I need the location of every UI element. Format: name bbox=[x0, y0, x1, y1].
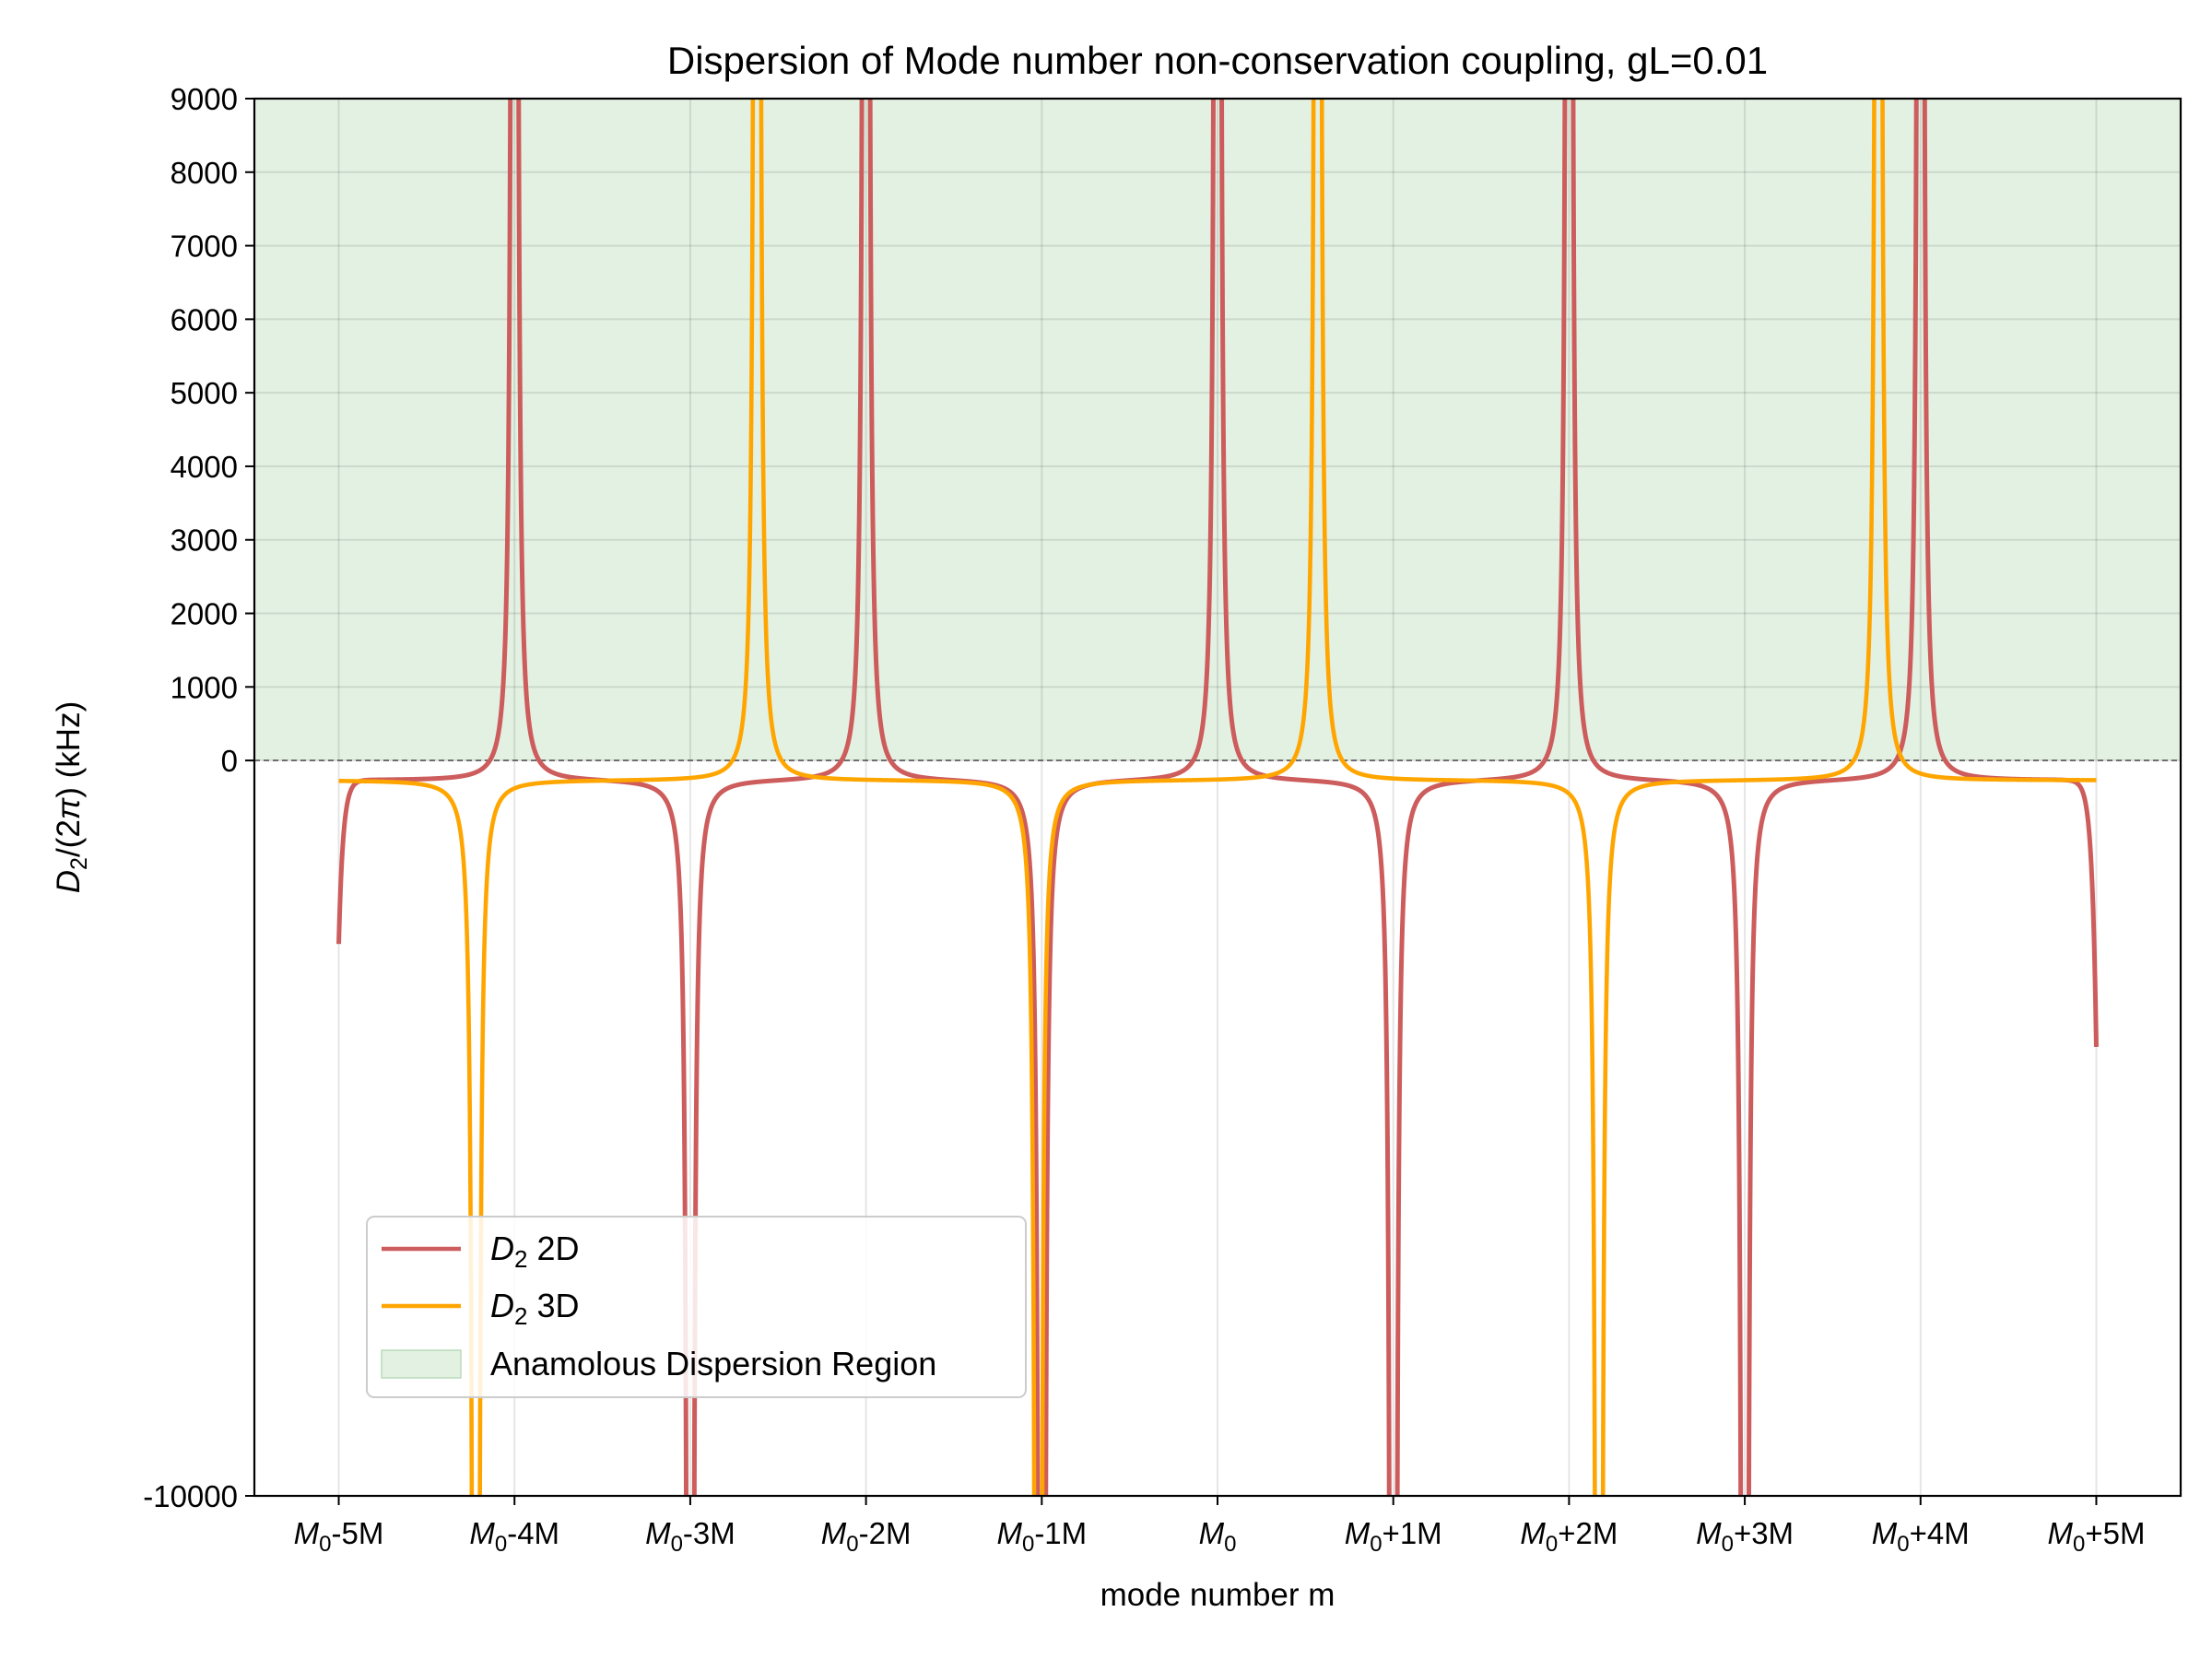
x-tick-label: M0+3M bbox=[1696, 1516, 1794, 1557]
y-tick-label: 8000 bbox=[171, 156, 238, 190]
y-tick-label: 4000 bbox=[171, 450, 238, 484]
y-tick-label: -10000 bbox=[143, 1479, 238, 1513]
x-tick-label: M0 bbox=[1199, 1516, 1237, 1557]
x-tick-label: M0+4M bbox=[1872, 1516, 1970, 1557]
y-tick-label: 1000 bbox=[171, 670, 238, 704]
x-tick-label: M0-5M bbox=[294, 1516, 384, 1557]
legend: D2 2D D2 3D Anamolous Dispersion Region bbox=[366, 1216, 1027, 1398]
series-line-3d bbox=[336, 99, 2099, 1496]
legend-label-region: Anamolous Dispersion Region bbox=[490, 1345, 936, 1382]
x-tick-label: M0+2M bbox=[1520, 1516, 1618, 1557]
y-tick-label: 6000 bbox=[171, 302, 238, 336]
y-axis-ticks: 9000 8000 7000 6000 5000 4000 3000 2000 1000 0 -10… bbox=[143, 82, 254, 1513]
y-tick-label: 9000 bbox=[171, 82, 238, 116]
y-tick-label: 3000 bbox=[171, 524, 238, 558]
x-tick-label: M0-3M bbox=[645, 1516, 735, 1557]
y-tick-label: 2000 bbox=[171, 597, 238, 631]
legend-swatch-region bbox=[381, 1349, 462, 1379]
x-tick-label: M0+5M bbox=[2047, 1516, 2145, 1557]
x-tick-label: M0-2M bbox=[821, 1516, 912, 1557]
legend-label-2d: D2 2D bbox=[490, 1230, 580, 1273]
x-axis-ticks: M0-5M M0-4M M0-3M M0-2M M0-1M M0 M0+1M M0+2M M0+… bbox=[294, 1496, 2145, 1557]
y-tick-label: 0 bbox=[221, 744, 238, 778]
legend-label-3d: D2 3D bbox=[490, 1287, 580, 1330]
anomalous-dispersion-region bbox=[254, 99, 2181, 761]
y-tick-label: 7000 bbox=[171, 229, 238, 264]
y-axis-title: D2/(2π) (kHz) bbox=[51, 701, 92, 893]
y-tick-label: 5000 bbox=[171, 376, 238, 410]
x-tick-label: M0-1M bbox=[996, 1516, 1087, 1557]
x-tick-label: M0-4M bbox=[469, 1516, 559, 1557]
x-axis-title: mode number m bbox=[1100, 1577, 1335, 1613]
chart-title: Dispersion of Mode number non-conservati… bbox=[667, 39, 1768, 82]
x-tick-label: M0+1M bbox=[1345, 1516, 1442, 1557]
legend-box bbox=[366, 1216, 1027, 1398]
series-layer bbox=[336, 99, 2099, 1496]
